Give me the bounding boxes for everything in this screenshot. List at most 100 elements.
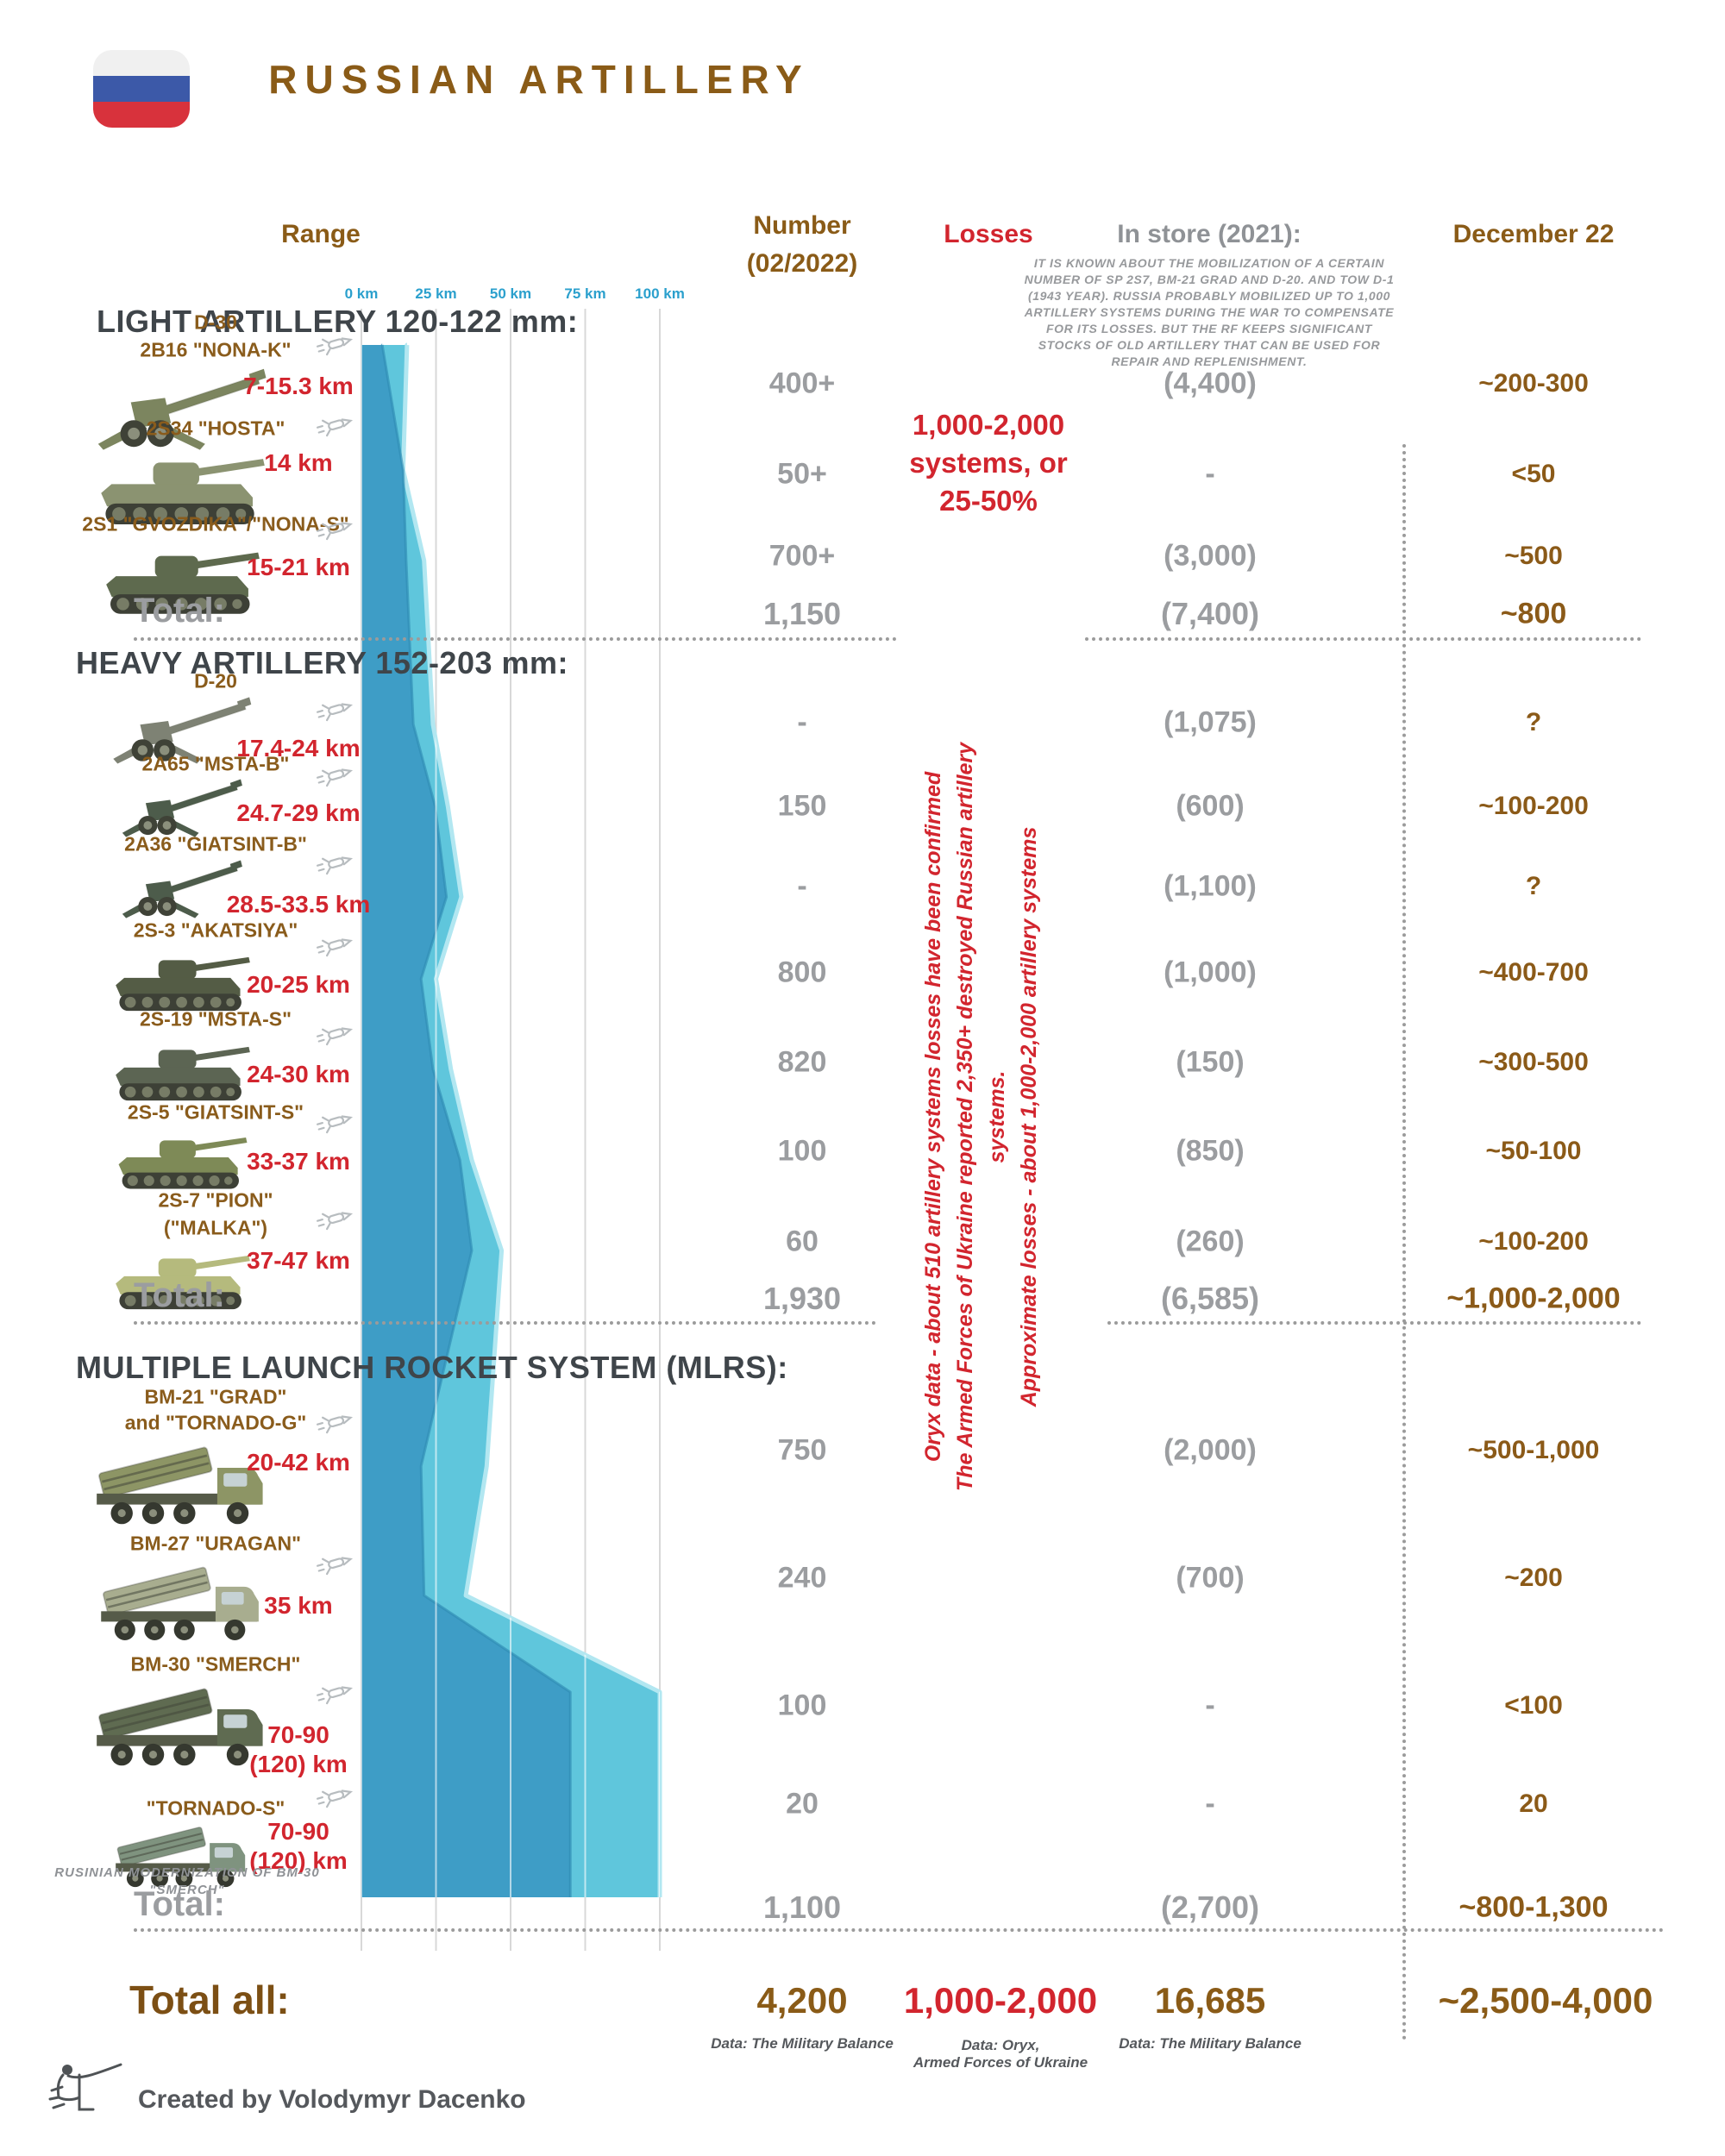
- missile-doodle-icon: [316, 1108, 361, 1138]
- missile-doodle-icon: [316, 761, 361, 792]
- in-store-value: (4,400): [1164, 367, 1257, 400]
- section-separator-dotted: [1107, 1321, 1641, 1325]
- range-label: (120) km: [249, 1751, 348, 1777]
- missile-doodle-icon: [316, 411, 361, 442]
- losses-source: Data: Oryx, Armed Forces of Ukraine: [913, 2037, 1088, 2071]
- section-total-in-store: (6,585): [1160, 1281, 1260, 1316]
- december-value: ~200-300: [1478, 369, 1589, 398]
- number-source: Data: The Military Balance: [711, 2035, 894, 2052]
- column-header-range: Range: [281, 220, 361, 248]
- equipment-name: D-20: [194, 669, 237, 693]
- flag-stripe-white: [93, 50, 190, 76]
- december-value: ~100-200: [1478, 1227, 1589, 1256]
- equipment-name: and "TORNADO-G": [124, 1411, 307, 1434]
- equipment-name: 2B16 "NONA-K": [140, 338, 292, 361]
- russia-flag: [93, 50, 190, 128]
- section-total-number: 1,100: [762, 1890, 842, 1925]
- area-min-range: [361, 345, 571, 1897]
- number-value: 800: [777, 956, 827, 989]
- in-store-value: (3,000): [1164, 539, 1257, 573]
- range-label: (120) km: [249, 1847, 348, 1874]
- range-label: 17.4-24 km: [236, 735, 361, 761]
- writer-icon: [45, 2061, 131, 2116]
- equipment-name: 2S34 "HOSTA": [146, 417, 285, 440]
- in-store-value: (1,000): [1164, 956, 1257, 989]
- equipment-name: 2S-3 "AKATSIYA": [133, 918, 298, 942]
- range-label: 70-90: [267, 1721, 329, 1748]
- axis-tick-label: 100 km: [635, 285, 685, 302]
- equipment-name: BM-21 "GRAD": [144, 1385, 287, 1408]
- mlrs-truck-icon: [75, 1554, 291, 1651]
- section-total-label: Total:: [134, 1276, 225, 1314]
- section-separator-dotted: [134, 1321, 876, 1325]
- in-store-value: (2,000): [1164, 1433, 1257, 1467]
- section-separator-dotted: [134, 637, 897, 641]
- equipment-name: 2A36 "GIATSINT-B": [124, 832, 307, 856]
- december-value: ~500-1,000: [1467, 1436, 1600, 1464]
- section-separator-dotted: [134, 1928, 1665, 1932]
- in-store-source: Data: The Military Balance: [1119, 2035, 1302, 2052]
- missile-doodle-icon: [316, 1020, 361, 1050]
- losses-summary: 1,000-2,000 systems, or 25-50%: [909, 409, 1068, 517]
- december-value: ~200: [1504, 1564, 1563, 1592]
- page-title: RUSSIAN ARTILLERY: [268, 57, 810, 102]
- missile-doodle-icon: [316, 849, 361, 880]
- section-title: LIGHT ARTILLERY 120-122 mm:: [97, 304, 579, 339]
- range-label: 28.5-33.5 km: [226, 891, 371, 918]
- section-title: HEAVY ARTILLERY 152-203 mm:: [76, 645, 569, 680]
- missile-doodle-icon: [316, 1550, 361, 1580]
- equipment-name: 2S-5 "GIATSINT-S": [127, 1100, 304, 1124]
- flag-stripe-blue: [93, 76, 190, 102]
- number-value: 150: [777, 789, 827, 823]
- flag-stripe-red: [93, 102, 190, 128]
- column-header-losses: Losses: [944, 220, 1033, 248]
- missile-doodle-icon: [316, 330, 361, 360]
- range-label: 70-90: [267, 1818, 329, 1845]
- number-value: 60: [786, 1225, 819, 1258]
- range-label: 37-47 km: [247, 1247, 350, 1274]
- december-value: ~300-500: [1478, 1048, 1589, 1076]
- column-header-number-sub: (02/2022): [746, 249, 858, 278]
- number-value: 700+: [768, 539, 836, 573]
- column-header-in-store: In store (2021):: [1117, 220, 1302, 248]
- number-value: 20: [786, 1787, 819, 1821]
- total-all-losses: 1,000-2,000: [903, 1980, 1098, 2021]
- column-divider-dotted: [1402, 444, 1406, 2041]
- section-title: MULTIPLE LAUNCH ROCKET SYSTEM (MLRS):: [76, 1350, 788, 1385]
- december-value: ?: [1525, 708, 1542, 736]
- section-total-label: Total:: [134, 592, 225, 630]
- section-total-in-store: (2,700): [1160, 1890, 1260, 1925]
- section-total-december: ~800: [1500, 597, 1567, 630]
- number-value: 50+: [777, 457, 827, 491]
- number-value: 240: [777, 1561, 827, 1595]
- range-label: 20-42 km: [247, 1449, 350, 1476]
- range-label: 35 km: [264, 1592, 333, 1619]
- missile-doodle-icon: [316, 1205, 361, 1235]
- number-value: -: [797, 705, 807, 739]
- section-separator-dotted: [1085, 637, 1641, 641]
- axis-tick-label: 25 km: [415, 285, 457, 302]
- total-all-label: Total all:: [129, 1977, 290, 2022]
- equipment-name: ("MALKA"): [163, 1216, 268, 1239]
- section-total-label: Total:: [134, 1885, 225, 1923]
- december-value: ~100-200: [1478, 792, 1589, 820]
- equipment-name: 2S-7 "PION": [158, 1188, 273, 1212]
- missile-doodle-icon: [316, 931, 361, 962]
- section-total-number: 1,150: [762, 596, 842, 631]
- in-store-value: -: [1205, 1787, 1215, 1821]
- in-store-note: IT IS KNOWN ABOUT THE MOBILIZATION OF A …: [1024, 256, 1395, 368]
- december-value: 20: [1519, 1789, 1548, 1818]
- range-label: 15-21 km: [247, 554, 350, 580]
- december-value: ?: [1525, 872, 1542, 900]
- axis-tick-label: 0 km: [344, 285, 379, 302]
- in-store-value: (150): [1176, 1045, 1245, 1079]
- equipment-name: "TORNADO-S": [146, 1796, 285, 1820]
- missile-doodle-icon: [316, 696, 361, 726]
- range-label: 20-25 km: [247, 971, 350, 998]
- equipment-name: BM-30 "SMERCH": [130, 1652, 301, 1676]
- section-total-december: ~800-1,300: [1458, 1890, 1609, 1924]
- equipment-name: D-30: [194, 310, 237, 334]
- december-value: <50: [1511, 460, 1556, 488]
